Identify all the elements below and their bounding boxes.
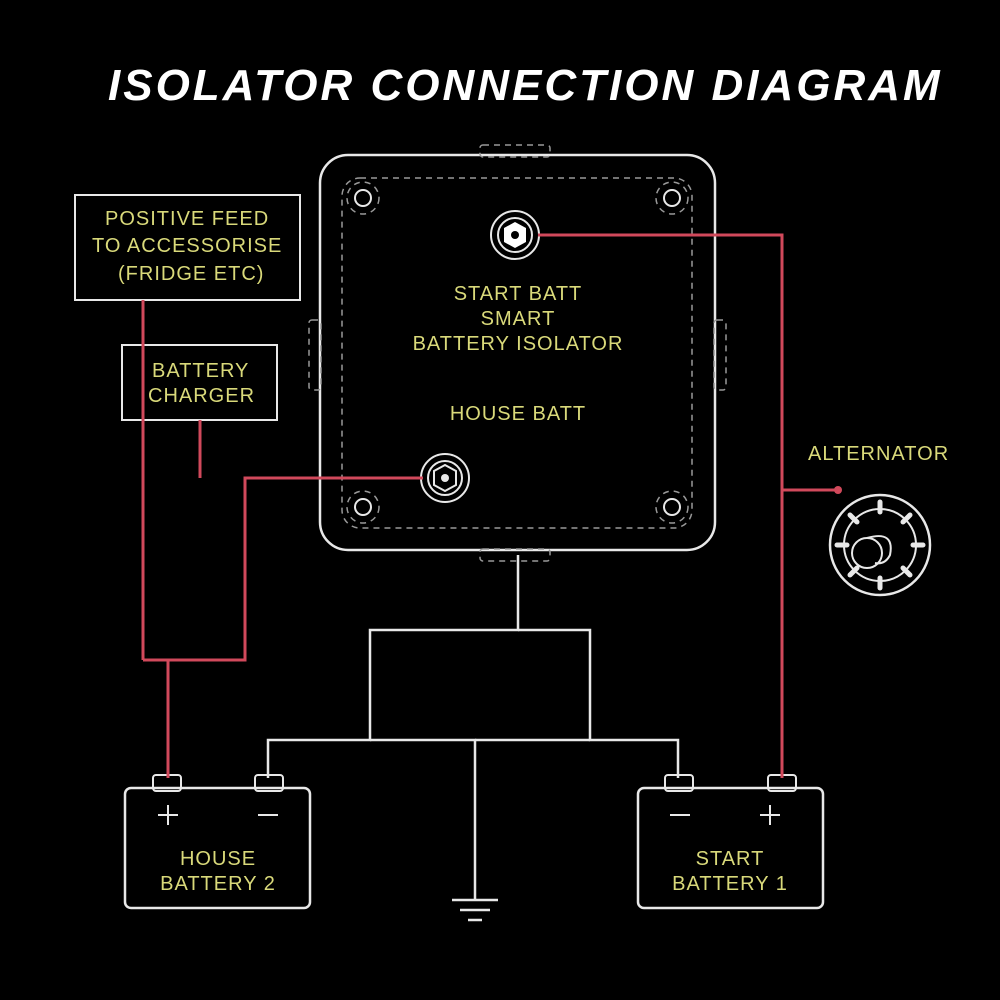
- isolator-smart-label: SMART: [481, 308, 556, 330]
- wire-isolator-to-start-neg: [518, 630, 678, 778]
- start-battery-1: START BATTERY 1: [638, 775, 823, 908]
- alternator-label: ALTERNATOR: [808, 443, 949, 465]
- charger-line2: CHARGER: [148, 385, 255, 407]
- diagram-canvas: ISOLATOR CONNECTION DIAGRAM: [0, 0, 1000, 1000]
- battery2-line1: START: [696, 848, 765, 870]
- battery1-line2: BATTERY 2: [160, 873, 276, 895]
- wire-isolator-to-house-neg: [268, 555, 518, 778]
- isolator-house-label: HOUSE BATT: [450, 403, 586, 425]
- isolator-start-label: START BATT: [454, 283, 583, 305]
- wire-to-ground-left: [370, 740, 475, 870]
- wire-start-to-alternator: [538, 235, 837, 490]
- accessories-line2: TO ACCESSORISE: [92, 235, 282, 257]
- ground-symbol: [452, 870, 498, 920]
- battery1-line1: HOUSE: [180, 848, 256, 870]
- isolator-unit: START BATT SMART BATTERY ISOLATOR HOUSE …: [309, 145, 726, 561]
- accessories-line1: POSITIVE FEED: [105, 208, 269, 230]
- house-batt-terminal: [421, 454, 469, 502]
- battery2-line2: BATTERY 1: [672, 873, 788, 895]
- charger-box: BATTERY CHARGER: [122, 345, 277, 420]
- isolator-name-label: BATTERY ISOLATOR: [413, 333, 624, 355]
- wire-house-to-batt-pos: [168, 478, 423, 778]
- accessories-line3: (FRIDGE ETC): [118, 263, 264, 285]
- charger-line1: BATTERY: [152, 360, 249, 382]
- diagram-title: ISOLATOR CONNECTION DIAGRAM: [108, 61, 943, 110]
- alternator: ALTERNATOR: [808, 443, 949, 595]
- start-batt-terminal: [491, 211, 539, 259]
- house-battery-2: HOUSE BATTERY 2: [125, 775, 310, 908]
- accessories-box: POSITIVE FEED TO ACCESSORISE (FRIDGE ETC…: [75, 195, 300, 300]
